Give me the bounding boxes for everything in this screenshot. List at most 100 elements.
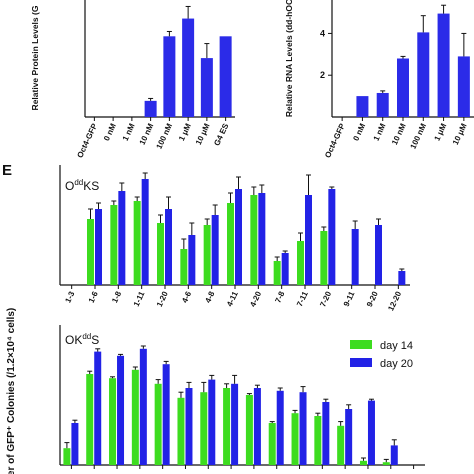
x-tick-label: 1-8 (110, 290, 123, 305)
bar (109, 378, 117, 465)
bar (351, 229, 359, 285)
bar (139, 348, 147, 465)
x-tick-label: 10 nM (390, 122, 408, 147)
x-tick-label: 1 nM (372, 122, 388, 143)
bar (457, 56, 470, 117)
title-base: O (65, 179, 74, 193)
bar (131, 369, 139, 465)
title-base: OK (65, 333, 82, 347)
bar (314, 416, 322, 465)
bar (231, 383, 239, 465)
legend-label: day 14 (380, 340, 413, 352)
x-tick-label: 0 nM (102, 122, 118, 143)
title-sup: dd (82, 332, 91, 341)
bar (203, 225, 211, 285)
bar (250, 195, 258, 285)
bar (208, 379, 216, 465)
x-tick-label: 4-11 (225, 290, 240, 308)
bar (177, 397, 185, 465)
bar (117, 355, 125, 465)
bar (157, 223, 164, 285)
bar (328, 189, 336, 285)
bar (219, 36, 232, 117)
legend-swatch (350, 358, 372, 367)
x-tick-label: 12-20 (386, 290, 403, 313)
x-tick-label: 10 μM (451, 122, 469, 147)
bar (417, 32, 430, 118)
bar (253, 388, 261, 465)
bar (223, 388, 231, 465)
bar (291, 413, 299, 465)
title-rest: S (91, 333, 99, 347)
bar (163, 36, 176, 117)
bar (245, 395, 253, 465)
x-tick-label: 100 nM (408, 122, 428, 151)
x-tick-label: 9-20 (365, 290, 380, 309)
bar (258, 193, 266, 285)
x-tick-label: 10 nM (138, 122, 156, 147)
bar (227, 203, 234, 285)
bar (95, 209, 102, 285)
bar (182, 18, 195, 117)
bar (118, 191, 126, 285)
shared-y-label: ber of GFP⁺ Colonies (/1.2×10⁴ cells) (6, 308, 17, 474)
bar (63, 448, 71, 465)
chart-title: OddKS (65, 178, 99, 193)
bar (71, 423, 79, 465)
bar (305, 195, 312, 285)
bar (345, 409, 353, 465)
x-tick-label: 1 μM (177, 122, 193, 143)
x-tick-label: 7-11 (295, 290, 310, 308)
bar (200, 392, 208, 465)
title-rest: KS (83, 179, 99, 193)
x-tick-label: 4-6 (180, 290, 193, 305)
x-tick-label: 7-20 (318, 290, 333, 309)
x-tick-label: 1-6 (87, 290, 100, 305)
y-tick-label: 2 (320, 70, 325, 80)
bar (375, 225, 382, 285)
x-tick-label: 1 nM (121, 122, 137, 143)
bar (86, 374, 94, 465)
bar (110, 205, 118, 285)
x-tick-label: 1-11 (132, 290, 147, 308)
bar (376, 92, 389, 117)
x-tick-label: 4-8 (203, 290, 216, 305)
chart-title: OKddS (65, 332, 99, 347)
bar (356, 96, 369, 117)
bar (185, 388, 193, 465)
bar (390, 445, 398, 465)
bar (87, 219, 94, 285)
bar (382, 462, 390, 465)
bar (359, 460, 367, 465)
bar (299, 392, 307, 465)
bar (397, 58, 409, 117)
bar (337, 425, 345, 465)
y-label: Relative RNA Levels (dd-hOC (284, 0, 294, 117)
bar (437, 13, 450, 117)
bar (200, 58, 213, 117)
x-tick-label: 4-20 (248, 290, 263, 309)
bar (188, 235, 196, 285)
bar (211, 215, 219, 285)
x-tick-label: Oct4-GFP (323, 121, 347, 159)
bar (94, 351, 102, 465)
x-tick-label: 1 μM (433, 122, 449, 143)
x-tick-label: 1-20 (155, 290, 170, 309)
panel-label: E (2, 162, 12, 179)
x-tick-label: 10 μM (194, 122, 212, 147)
x-tick-label: 0 nM (351, 122, 367, 143)
legend-label: day 20 (380, 358, 413, 370)
y-label: Relative Protein Levels (G (30, 5, 40, 110)
y-tick-label: 4 (320, 28, 325, 38)
x-tick-label: 100 nM (155, 122, 175, 151)
bar (133, 201, 141, 285)
bar (322, 402, 330, 465)
x-tick-label: 1-3 (63, 290, 76, 305)
x-tick-label: G4 ES (212, 121, 230, 147)
bar (165, 209, 172, 285)
bar (235, 189, 242, 285)
bar (273, 261, 281, 285)
x-tick-label: 9-11 (342, 290, 357, 308)
x-tick-label: 7-8 (273, 290, 286, 305)
bar (141, 179, 149, 285)
